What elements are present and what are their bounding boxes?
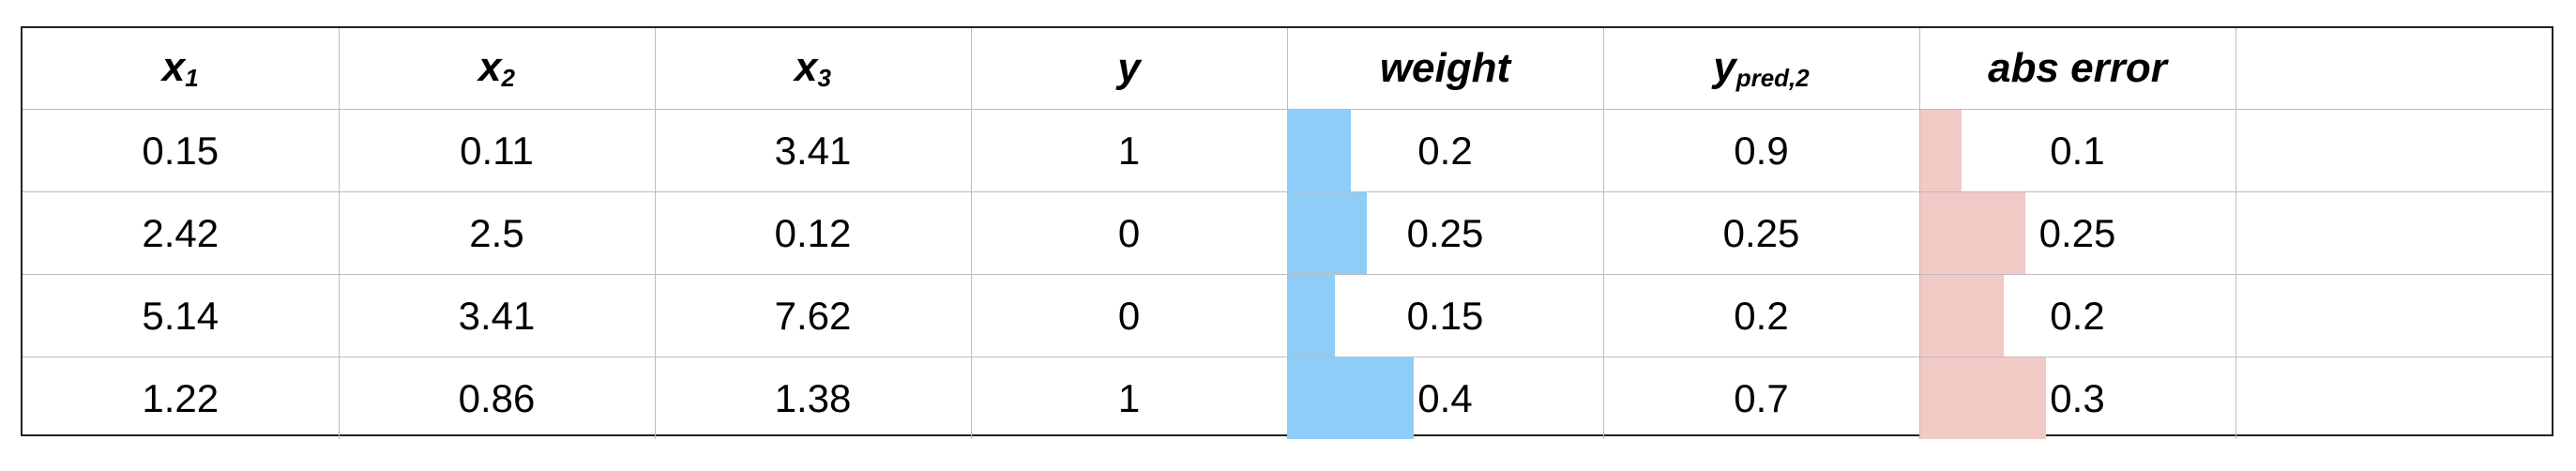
weight-bar	[1288, 275, 1335, 357]
cell-abs-error: 0.3	[1918, 357, 2236, 439]
cell-x1-value: 5.14	[142, 293, 220, 338]
cell-x3-value: 0.12	[774, 210, 852, 255]
header-empty	[2235, 28, 2552, 110]
cell-abs-error-value: 0.1	[2050, 128, 2105, 173]
cell-x2: 0.86	[338, 357, 656, 439]
cell-y-pred: 0.2	[1602, 274, 1920, 357]
header-row: x1 x2 x3 y weight ypred,2 abs error	[23, 28, 2552, 110]
cell-x2-value: 2.5	[469, 210, 524, 255]
cell-x3: 0.12	[654, 191, 972, 275]
cell-y-pred: 0.9	[1602, 109, 1920, 192]
cell-x1-value: 0.15	[142, 128, 220, 173]
cell-x2: 0.11	[338, 109, 656, 192]
cell-weight-value: 0.4	[1417, 375, 1473, 420]
cell-weight: 0.2	[1286, 109, 1604, 192]
cell-y-pred: 0.25	[1602, 191, 1920, 275]
table-row: 1.22 0.86 1.38 1 0.4 0.7 0.3	[23, 357, 2552, 439]
cell-y-value: 1	[1117, 375, 1141, 420]
header-x3: x3	[654, 28, 972, 110]
cell-x2-value: 3.41	[458, 293, 536, 338]
cell-y-pred-value: 0.2	[1734, 293, 1789, 338]
cell-y: 0	[970, 191, 1288, 275]
table-row: 5.14 3.41 7.62 0 0.15 0.2 0.2	[23, 274, 2552, 357]
weight-bar	[1288, 110, 1351, 191]
cell-y-pred: 0.7	[1602, 357, 1920, 439]
cell-x3: 7.62	[654, 274, 972, 357]
header-y: y	[970, 28, 1288, 110]
cell-x3-value: 1.38	[774, 375, 852, 420]
cell-y-pred-value: 0.25	[1722, 210, 1800, 255]
cell-empty	[2235, 191, 2552, 275]
cell-weight: 0.4	[1286, 357, 1604, 439]
header-weight: weight	[1286, 28, 1604, 110]
cell-x3: 3.41	[654, 109, 972, 192]
cell-y: 1	[970, 357, 1288, 439]
header-x2: x2	[338, 28, 656, 110]
cell-empty	[2235, 357, 2552, 439]
cell-y-value: 0	[1117, 293, 1141, 338]
cell-empty	[2235, 109, 2552, 192]
weight-bar	[1288, 192, 1367, 274]
cell-x3-value: 7.62	[774, 293, 852, 338]
cell-abs-error: 0.1	[1918, 109, 2236, 192]
cell-empty	[2235, 274, 2552, 357]
table-body: 0.15 0.11 3.41 1 0.2 0.9 0.1 2.42 2.5 0.12 0 0.25 0.…	[23, 109, 2552, 439]
header-y-pred: ypred,2	[1602, 28, 1920, 110]
cell-x2: 3.41	[338, 274, 656, 357]
cell-weight: 0.15	[1286, 274, 1604, 357]
abs-error-bar	[1920, 192, 2025, 274]
cell-y-pred-value: 0.7	[1734, 375, 1789, 420]
cell-x1: 1.22	[23, 357, 340, 439]
cell-x1: 5.14	[23, 274, 340, 357]
abs-error-bar	[1920, 110, 1962, 191]
cell-weight-value: 0.15	[1406, 293, 1484, 338]
data-table-container: x1 x2 x3 y weight ypred,2 abs error 0.15…	[21, 26, 2553, 439]
cell-y-value: 0	[1117, 210, 1141, 255]
cell-x1: 2.42	[23, 191, 340, 275]
data-table: x1 x2 x3 y weight ypred,2 abs error 0.15…	[23, 28, 2552, 439]
cell-y-pred-value: 0.9	[1734, 128, 1789, 173]
cell-abs-error: 0.2	[1918, 274, 2236, 357]
header-x1: x1	[23, 28, 340, 110]
cell-y-value: 1	[1117, 128, 1141, 173]
cell-x2: 2.5	[338, 191, 656, 275]
abs-error-bar	[1920, 357, 2046, 439]
cell-abs-error-value: 0.2	[2050, 293, 2105, 338]
cell-x1-value: 1.22	[142, 375, 220, 420]
abs-error-bar	[1920, 275, 2005, 357]
cell-x3-value: 3.41	[774, 128, 852, 173]
cell-x3: 1.38	[654, 357, 972, 439]
table-row: 0.15 0.11 3.41 1 0.2 0.9 0.1	[23, 109, 2552, 192]
cell-y: 0	[970, 274, 1288, 357]
cell-x2-value: 0.86	[458, 375, 536, 420]
cell-x2-value: 0.11	[460, 128, 534, 173]
cell-y: 1	[970, 109, 1288, 192]
cell-x1: 0.15	[23, 109, 340, 192]
table-row: 2.42 2.5 0.12 0 0.25 0.25 0.25	[23, 191, 2552, 275]
cell-weight-value: 0.2	[1417, 128, 1473, 173]
cell-weight-value: 0.25	[1406, 210, 1484, 255]
cell-x1-value: 2.42	[142, 210, 220, 255]
cell-abs-error-value: 0.25	[2038, 210, 2116, 255]
cell-abs-error-value: 0.3	[2050, 375, 2105, 420]
cell-weight: 0.25	[1286, 191, 1604, 275]
header-abs-error: abs error	[1918, 28, 2236, 110]
cell-abs-error: 0.25	[1918, 191, 2236, 275]
weight-bar	[1288, 357, 1414, 439]
